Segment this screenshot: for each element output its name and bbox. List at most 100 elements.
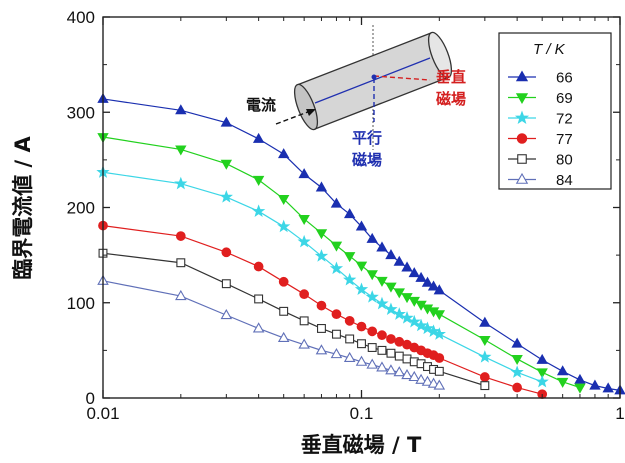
legend-entry: 77 [508, 131, 573, 148]
perpendicular-field-label-2: 磁場 [436, 90, 466, 108]
data-point [344, 315, 355, 326]
data-point [299, 316, 309, 326]
data-point [432, 327, 446, 340]
data-point [556, 377, 569, 388]
data-point [277, 331, 290, 342]
data-point [394, 351, 404, 361]
data-point [421, 375, 434, 386]
data-point [414, 318, 428, 332]
data-point [221, 279, 231, 289]
series-72 [96, 165, 549, 388]
legend-entry: 72 [508, 111, 573, 128]
legend: T / K 66 69 72 77 80 84 [498, 32, 612, 190]
data-point [278, 276, 289, 287]
data-point [385, 249, 397, 260]
data-point [401, 368, 413, 380]
data-point [355, 220, 368, 231]
data-point [176, 258, 186, 268]
legend-marker [515, 172, 529, 184]
data-point [220, 308, 233, 320]
data-point [330, 197, 343, 208]
legend-label: 66 [556, 70, 573, 87]
cylinder-end-cap [427, 31, 453, 79]
legend-entry: 80 [508, 152, 573, 169]
data-point [420, 321, 435, 335]
data-point [433, 310, 446, 321]
data-point [175, 145, 187, 156]
data-point [421, 276, 434, 287]
data-point [480, 381, 490, 391]
cylinder-start-cap [293, 83, 319, 131]
data-point [574, 373, 586, 384]
x-tick-label: 1 [615, 404, 624, 423]
data-point [376, 361, 388, 372]
data-point [252, 132, 265, 143]
legend-marker [516, 133, 528, 144]
y-tick-label: 100 [67, 294, 95, 313]
data-point [408, 370, 421, 382]
data-point [401, 261, 413, 272]
y-tick-label: 0 [86, 389, 95, 408]
x-tick-label: 0.01 [86, 404, 119, 423]
series-84 [97, 274, 446, 390]
data-point [343, 272, 357, 286]
data-point [536, 353, 548, 364]
legend-entry: 66 [508, 70, 573, 87]
data-point [329, 261, 344, 275]
legend-label: 84 [556, 172, 573, 189]
parallel-field-line [314, 57, 431, 104]
data-point [343, 252, 356, 263]
data-point [315, 344, 328, 355]
data-point [298, 338, 310, 349]
data-point [433, 379, 446, 390]
parallel-field-label-1: 平行 [352, 129, 382, 147]
data-point [221, 247, 232, 258]
data-point [277, 148, 290, 159]
data-point [175, 104, 187, 115]
data-point [366, 270, 378, 281]
legend-entry: 84 [508, 172, 573, 189]
data-point [220, 116, 233, 127]
legend-entries: 66 69 72 77 80 84 [508, 70, 573, 189]
data-point [535, 374, 549, 388]
legend-marker [517, 154, 527, 164]
data-point [252, 204, 266, 217]
series-66 [97, 92, 625, 395]
data-point [384, 302, 398, 316]
data-point [367, 343, 377, 352]
data-point [407, 314, 421, 328]
y-tick-label: 300 [67, 103, 95, 122]
data-point [400, 311, 414, 324]
data-point [252, 322, 265, 333]
data-point [354, 282, 369, 296]
data-point [376, 276, 388, 287]
data-point [315, 229, 328, 240]
data-point [330, 241, 343, 252]
data-point [602, 382, 614, 393]
data-point [385, 364, 397, 375]
data-point [175, 289, 187, 301]
data-point [367, 326, 378, 337]
data-point [478, 350, 492, 363]
data-point [175, 231, 186, 241]
legend-label: 69 [556, 90, 573, 107]
data-point [385, 282, 397, 293]
data-point [479, 372, 490, 382]
data-point [298, 214, 310, 226]
data-point [277, 219, 291, 233]
data-point [298, 168, 310, 179]
data-point [220, 159, 233, 170]
current-arrow [275, 109, 314, 125]
perpendicular-field-label-1: 垂直 [436, 68, 466, 86]
data-point [343, 208, 356, 219]
y-tick-label: 200 [67, 199, 95, 218]
data-point [375, 296, 389, 310]
data-point [345, 334, 355, 344]
data-point [252, 175, 265, 186]
legend-entry: 69 [508, 90, 573, 107]
data-point [386, 348, 396, 358]
current-label: 電流 [246, 96, 276, 114]
data-point [376, 241, 388, 252]
legend-title: T / K [533, 41, 566, 58]
data-point [331, 309, 342, 320]
